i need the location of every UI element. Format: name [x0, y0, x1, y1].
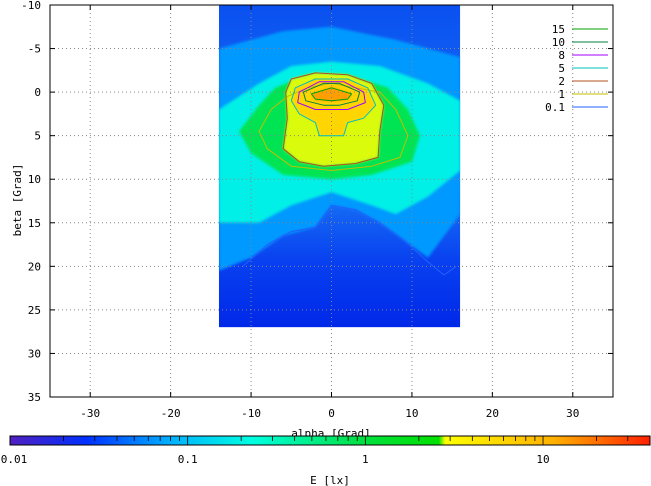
x-tick-label: 20: [486, 407, 499, 420]
colorbar-gradient: [9, 435, 651, 446]
contour-line: [258, 82, 409, 171]
x-tick-label: -20: [161, 407, 181, 420]
legend-label: 0.1: [545, 101, 565, 114]
x-tick-label: -30: [80, 407, 100, 420]
y-tick-label: 25: [28, 304, 41, 317]
contour-line: [297, 81, 366, 110]
legend-label: 5: [558, 62, 565, 75]
x-tick-label: 10: [405, 407, 418, 420]
colorbar-tick-label: 10: [536, 453, 549, 466]
y-tick-label: 30: [28, 347, 41, 360]
y-tick-label: -10: [21, 0, 41, 12]
legend-label: 1: [558, 88, 565, 101]
contour-line: [302, 82, 361, 106]
colorbar-tick-label: 0.1: [178, 453, 198, 466]
y-tick-label: 5: [34, 130, 41, 143]
contour-line: [282, 72, 385, 167]
heatmap: [218, 5, 461, 328]
contour-line: [310, 87, 353, 102]
x-tick-label: -10: [241, 407, 261, 420]
contour-line: [242, 204, 457, 276]
y-tick-label: 10: [28, 173, 41, 186]
y-tick-label: -5: [28, 43, 41, 56]
colorbar-tick-label: 1: [362, 453, 369, 466]
y-axis-label: beta [Grad]: [11, 164, 24, 237]
colorbar: 0.01 0.1 1 10: [1, 435, 651, 466]
contour-line: [290, 78, 377, 137]
x-ticks: -30 -20 -10 0 10 20 30: [80, 5, 579, 420]
legend-label: 15: [552, 23, 565, 36]
x-tick-label: 30: [566, 407, 579, 420]
colorbar-label: E [lx]: [310, 474, 350, 486]
legend-label: 8: [558, 49, 565, 62]
colorbar-tick-label: 0.01: [1, 453, 28, 466]
grid: [50, 4, 613, 398]
y-tick-label: 20: [28, 260, 41, 273]
x-tick-label: 0: [328, 407, 335, 420]
y-tick-label: 35: [28, 391, 41, 404]
legend-label: 2: [558, 75, 565, 88]
legend-label: 10: [552, 36, 565, 49]
y-tick-label: 0: [34, 86, 41, 99]
y-tick-label: 15: [28, 217, 41, 230]
contour-lines: [242, 72, 457, 276]
